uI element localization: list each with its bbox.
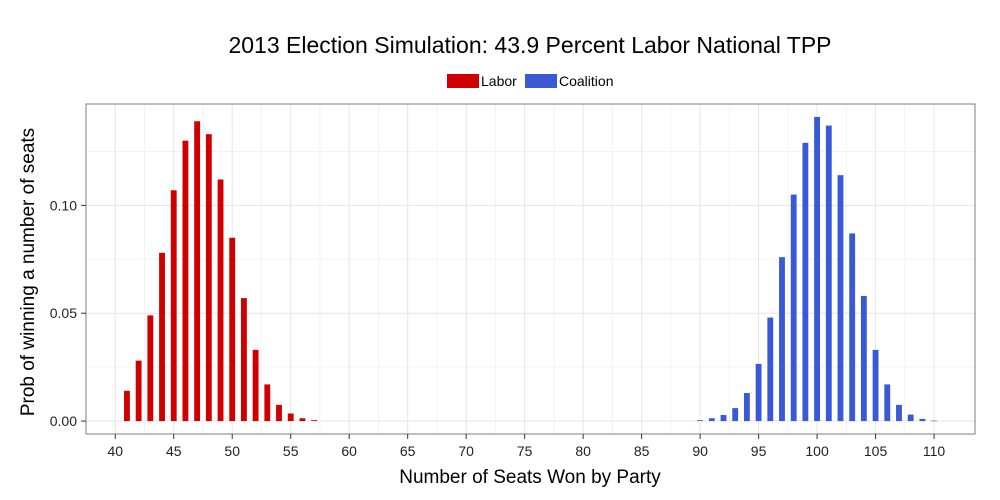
x-tick-label: 45 (166, 443, 182, 459)
y-axis-title: Prob of winning a number of seats (18, 128, 39, 416)
y-tick-label: 0.00 (50, 413, 77, 429)
bar-labor (229, 237, 236, 422)
bar-coalition (825, 125, 832, 422)
bar-coalition (931, 420, 937, 422)
legend-label-labor: Labor (481, 73, 517, 89)
x-axis-title: Number of Seats Won by Party (399, 467, 661, 488)
x-tick-label: 85 (634, 443, 650, 459)
bar-labor (135, 360, 142, 422)
bar-coalition (790, 194, 797, 422)
bar-coalition (720, 415, 727, 422)
x-tick-label: 110 (923, 443, 946, 459)
bar-coalition (814, 116, 821, 422)
bar-labor (217, 179, 224, 422)
chart-title: 2013 Election Simulation: 43.9 Percent L… (228, 32, 831, 58)
x-tick-label: 60 (341, 443, 357, 459)
y-axis: 0.00 0.05 0.10 (50, 197, 86, 429)
legend-label-coalition: Coalition (559, 73, 613, 89)
x-tick-label: 105 (864, 443, 888, 459)
x-tick-label: 80 (575, 443, 591, 459)
bar-labor (240, 298, 247, 422)
x-tick-label: 90 (692, 443, 708, 459)
bar-coalition (697, 420, 704, 422)
bar-labor (276, 404, 282, 422)
x-tick-label: 75 (517, 443, 533, 459)
bar-labor (182, 140, 189, 422)
bar-coalition (708, 418, 715, 422)
bar-coalition (802, 142, 809, 422)
x-tick-label: 95 (751, 443, 767, 459)
bar-coalition (860, 295, 867, 422)
x-axis: 40 45 50 55 60 65 70 75 80 85 90 95 100 105 110 (107, 434, 945, 459)
bar-coalition (732, 408, 739, 422)
bars (124, 116, 937, 422)
bar-labor (159, 252, 165, 422)
bar-labor (287, 413, 294, 422)
bar-labor (147, 315, 154, 422)
y-tick-label: 0.10 (50, 197, 77, 213)
bar-coalition (849, 233, 856, 422)
x-tick-label: 40 (107, 443, 123, 459)
bar-coalition (837, 175, 844, 422)
x-tick-label: 50 (224, 443, 240, 459)
bar-coalition (743, 393, 750, 422)
bar-coalition (755, 363, 762, 422)
bar-labor (124, 390, 130, 422)
plot-border (85, 103, 976, 435)
legend-key-coalition (525, 74, 557, 88)
bar-labor (170, 190, 177, 422)
legend: Labor Coalition (447, 73, 613, 89)
x-tick-label: 70 (458, 443, 474, 459)
bar-coalition (884, 384, 891, 422)
bar-labor (311, 420, 318, 422)
bar-labor (252, 349, 259, 422)
bar-labor (205, 134, 212, 422)
bar-coalition (872, 349, 879, 422)
x-tick-label: 55 (283, 443, 299, 459)
x-tick-label: 65 (400, 443, 416, 459)
bar-coalition (779, 257, 785, 422)
bar-coalition (896, 404, 902, 422)
y-tick-label: 0.05 (50, 305, 77, 321)
bar-labor (264, 384, 271, 422)
bar-coalition (907, 414, 914, 422)
bar-labor (194, 121, 201, 422)
bar-labor (299, 418, 306, 422)
x-tick-label: 100 (805, 443, 829, 459)
bar-coalition (767, 317, 774, 422)
bar-coalition (919, 418, 926, 422)
legend-key-labor (447, 74, 479, 88)
